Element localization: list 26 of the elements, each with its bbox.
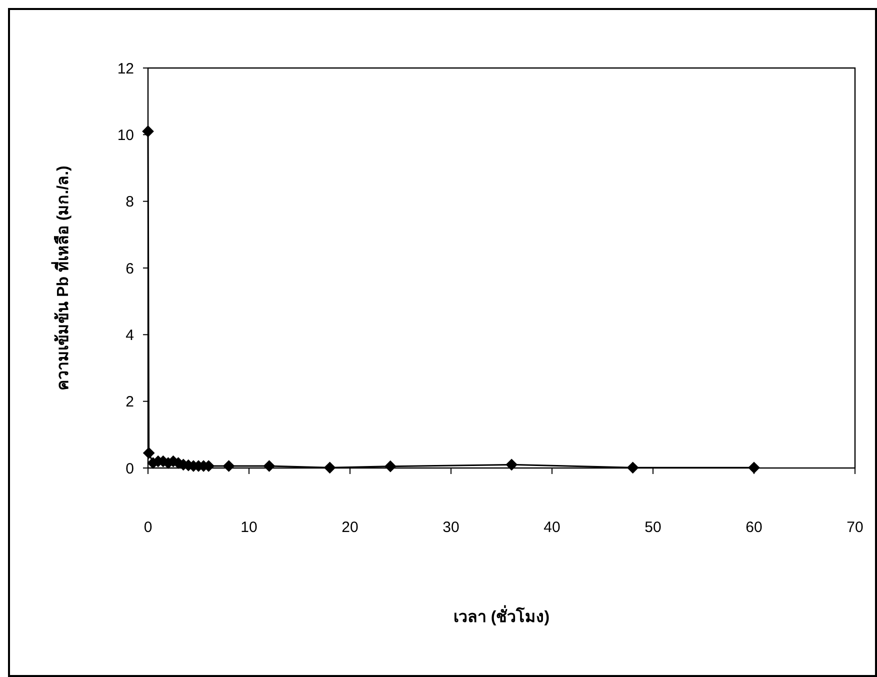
point: [142, 447, 155, 459]
y-tick-label: 6: [126, 260, 134, 278]
x-axis-title: เวลา (ชั่วโมง): [453, 605, 550, 626]
point: [384, 460, 396, 472]
y-tick-label: 8: [126, 194, 134, 211]
x-tick-label: 50: [644, 519, 662, 536]
y-axis-title: ความเข้มข้น Pb ที่เหลือ (มก./ล.): [51, 166, 72, 390]
x-tick-label: 70: [846, 519, 864, 536]
y-tick-label: 4: [126, 326, 134, 344]
x-tick-label: 60: [746, 519, 762, 536]
point: [748, 462, 760, 474]
x-tick-label: 40: [544, 519, 560, 536]
point: [506, 458, 518, 471]
x-tick-label: 10: [240, 519, 258, 536]
y-tick-label: 12: [117, 60, 134, 78]
x-tick-label: 20: [342, 519, 358, 536]
x-tick-label: 0: [144, 519, 152, 536]
point: [324, 462, 336, 474]
x-tick-label: 30: [442, 519, 460, 536]
point: [263, 460, 276, 472]
point: [142, 125, 154, 138]
point: [222, 460, 235, 472]
y-tick-label: 2: [126, 394, 134, 411]
point: [626, 462, 639, 474]
y-tick-label: 0: [126, 460, 134, 478]
y-tick-label: 10: [117, 126, 134, 144]
